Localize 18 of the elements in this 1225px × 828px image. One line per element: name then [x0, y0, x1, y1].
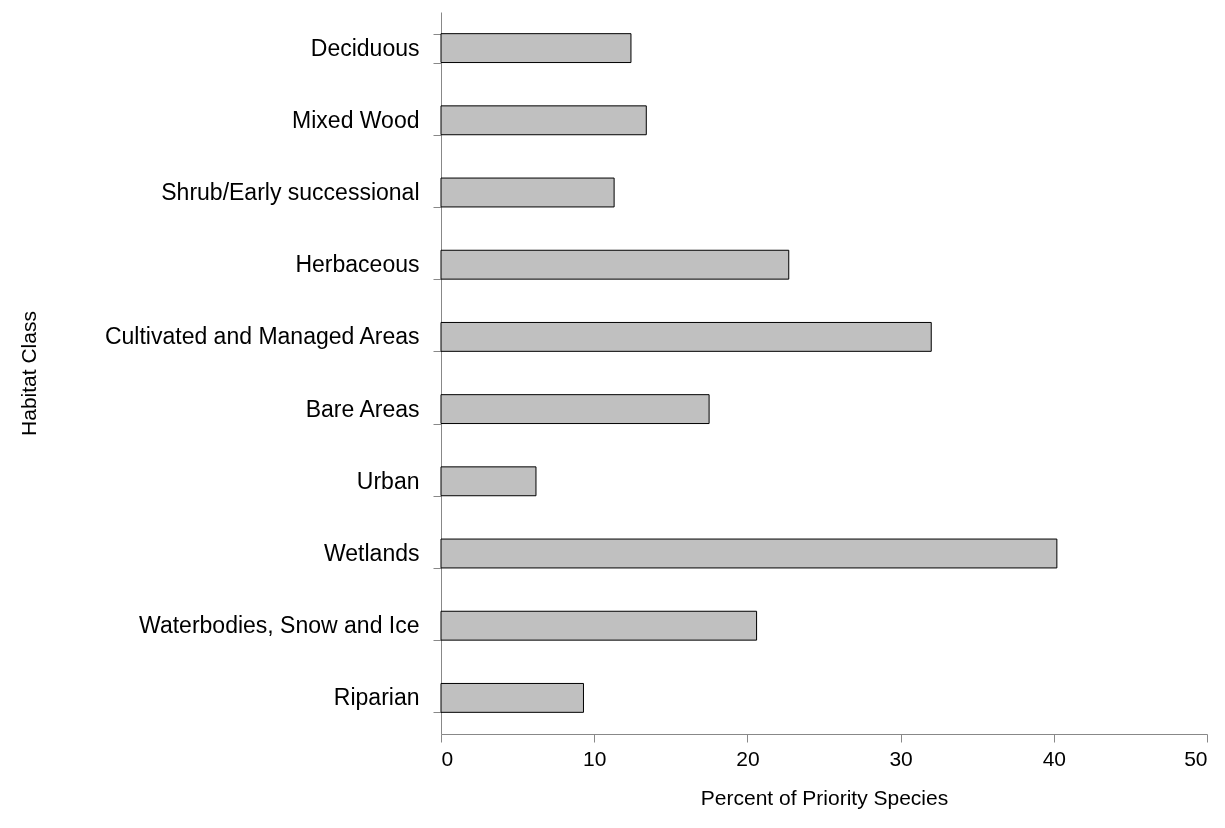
x-tick-label: 20 [736, 746, 760, 770]
x-axis-title: Percent of Priority Species [700, 785, 949, 809]
x-tick-label: 40 [1042, 746, 1066, 770]
y-tick-label: Cultivated and Managed Areas [104, 323, 420, 350]
y-tick-label: Shrub/Early successional [161, 179, 420, 205]
y-tick-label: Herbaceous [295, 251, 420, 278]
x-tick-label: 30 [889, 746, 913, 770]
y-tick-label: Urban [356, 467, 420, 494]
y-tick-label: Deciduous [310, 34, 420, 61]
x-tick-label: 0 [441, 746, 454, 770]
y-tick-label: Waterbodies, Snow and Ice [139, 612, 420, 639]
y-tick-label: Bare Areas [305, 395, 420, 422]
y-tick-label: Mixed Wood [292, 106, 420, 133]
y-axis-title: Habitat Class [16, 311, 40, 436]
y-tick-label: Wetlands [324, 540, 420, 566]
x-tick-label: 50 [1184, 746, 1208, 770]
y-tick-label: Riparian [333, 684, 420, 711]
x-tick-label: 10 [583, 746, 607, 770]
